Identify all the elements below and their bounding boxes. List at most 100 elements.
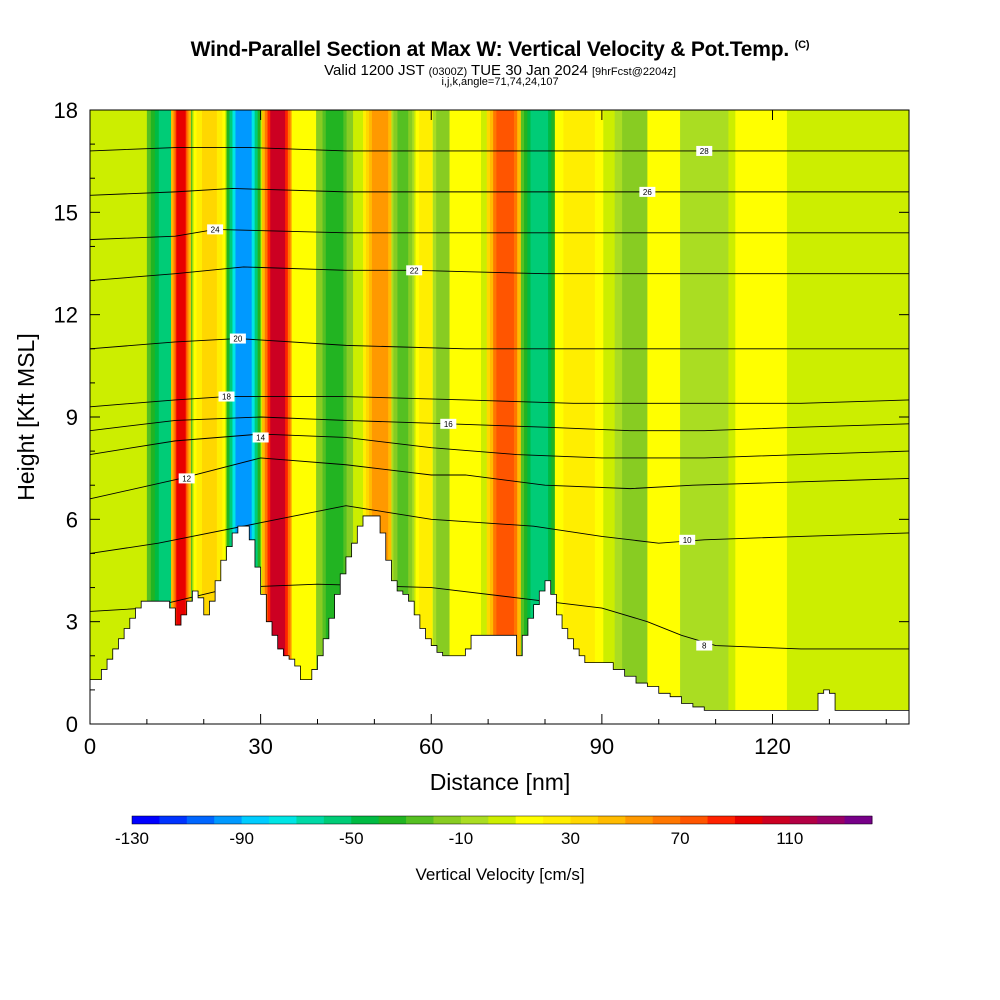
colorbar-tick-label: 30 xyxy=(561,829,580,848)
contour-label-bg xyxy=(207,224,224,235)
colorbar-swatch xyxy=(543,816,572,824)
velocity-band xyxy=(814,110,845,724)
colorbar-swatch xyxy=(570,816,599,824)
velocity-band xyxy=(496,110,514,724)
contour-label: 24 xyxy=(211,225,220,234)
contour-label: 28 xyxy=(700,147,709,156)
velocity-band xyxy=(202,110,217,724)
colorbar-tick-label: 110 xyxy=(776,829,803,848)
contour-label: 14 xyxy=(256,433,265,442)
theta-contour-line xyxy=(90,433,909,459)
colorbar-swatch xyxy=(241,816,270,824)
colorbar-swatch xyxy=(817,816,846,824)
y-tick-label: 18 xyxy=(54,98,78,123)
contour-label: 16 xyxy=(444,420,453,429)
velocity-band xyxy=(420,110,431,724)
contour-label: 22 xyxy=(410,266,419,275)
velocity-band xyxy=(437,110,448,724)
colorbar-title: Vertical Velocity [cm/s] xyxy=(415,865,584,884)
contour-label-bg xyxy=(252,432,269,443)
y-tick-label: 0 xyxy=(66,712,78,737)
chart-title-text: Wind-Parallel Section at Max W: Vertical… xyxy=(190,38,790,61)
colorbar-swatch xyxy=(351,816,380,824)
theta-contour-line xyxy=(90,338,909,350)
colorbar-swatch xyxy=(515,816,544,824)
theta-contour-line xyxy=(90,147,909,152)
colorbar-swatch xyxy=(652,816,681,824)
colorbar-tick-label: -10 xyxy=(449,829,474,848)
velocity-band xyxy=(567,110,591,724)
x-tick-label: 60 xyxy=(419,734,443,759)
velocity-band xyxy=(325,110,344,724)
y-tick-label: 6 xyxy=(66,507,78,532)
theta-contour-line xyxy=(90,457,909,500)
contour-label: 20 xyxy=(233,335,242,344)
theta-contour-line xyxy=(90,505,909,554)
x-tick-label: 30 xyxy=(248,734,272,759)
velocity-band xyxy=(876,110,896,724)
terrain-polygon xyxy=(90,515,909,724)
copyright-mark: (C) xyxy=(794,39,810,51)
colorbar-swatch xyxy=(844,816,873,824)
velocity-band xyxy=(270,110,286,724)
y-tick-label: 12 xyxy=(54,303,78,328)
y-tick-label: 3 xyxy=(66,610,78,635)
colorbar-swatch xyxy=(214,816,243,824)
contour-label: 12 xyxy=(182,474,191,483)
velocity-band xyxy=(530,110,549,724)
colorbar-swatch xyxy=(296,816,325,824)
y-tick-label: 15 xyxy=(54,200,78,225)
theta-contour-line xyxy=(90,228,909,241)
valid-date: TUE 30 Jan 2024 xyxy=(471,62,588,79)
colorbar-swatch xyxy=(707,816,736,824)
y-tick-label: 9 xyxy=(66,405,78,430)
velocity-band xyxy=(176,110,186,724)
colorbar-tick-label: -90 xyxy=(229,829,254,848)
theta-contour-line xyxy=(90,188,909,196)
colorbar-swatch xyxy=(132,816,160,824)
velocity-band xyxy=(692,110,716,724)
colorbar-swatch xyxy=(460,816,489,824)
colorbar-swatch xyxy=(406,816,434,824)
velocity-band xyxy=(746,110,776,724)
x-tick-label: 0 xyxy=(84,734,96,759)
theta-contours: 8 10 12 14 16 18 20 22 24 26 28 xyxy=(90,145,909,651)
colorbar-swatch xyxy=(597,816,626,824)
velocity-band xyxy=(299,110,313,724)
terrain xyxy=(90,515,909,724)
theta-contour-line xyxy=(90,396,909,408)
contour-label-bg xyxy=(229,333,246,344)
contour-label: 26 xyxy=(643,188,652,197)
colorbar-tick-label: -130 xyxy=(115,829,149,848)
colorbar: -130 -90 -50 -10 30 70 110 xyxy=(115,815,873,848)
colorbar-tick-label: 70 xyxy=(671,829,690,848)
contour-label: 8 xyxy=(702,642,707,651)
velocity-band xyxy=(457,110,473,724)
colorbar-swatch xyxy=(269,816,297,824)
forecast-info: [9hrFcst@2204z] xyxy=(591,66,676,78)
colorbar-frame xyxy=(131,815,873,825)
x-tick-label: 90 xyxy=(590,734,614,759)
contour-label: 18 xyxy=(222,393,231,402)
colorbar-swatch xyxy=(186,816,215,824)
colorbar-tick-label: -50 xyxy=(339,829,364,848)
colorbar-swatch xyxy=(159,816,188,824)
x-tick-label: 120 xyxy=(754,734,791,759)
axes: 0 30 60 90 120 0 3 6 9 12 15 18 xyxy=(54,98,909,759)
chart-title: Wind-Parallel Section at Max W: Vertical… xyxy=(0,38,1000,62)
colorbar-swatch xyxy=(625,816,654,824)
contour-label-bg xyxy=(696,145,713,156)
velocity-band xyxy=(397,110,409,724)
theta-contour-line xyxy=(90,416,909,432)
velocity-band xyxy=(656,110,673,724)
colorbar-swatch xyxy=(378,816,407,824)
contour-label-bg xyxy=(406,265,423,276)
colorbar-swatch xyxy=(433,816,462,824)
index-line: i,j,k,angle=71,74,24,107 xyxy=(441,76,559,88)
contour-label-bg xyxy=(218,391,235,402)
colorbar-swatch xyxy=(488,816,517,824)
contour-label-bg xyxy=(639,186,656,197)
x-axis-title: Distance [nm] xyxy=(430,769,571,795)
contour-label-bg xyxy=(178,473,195,484)
